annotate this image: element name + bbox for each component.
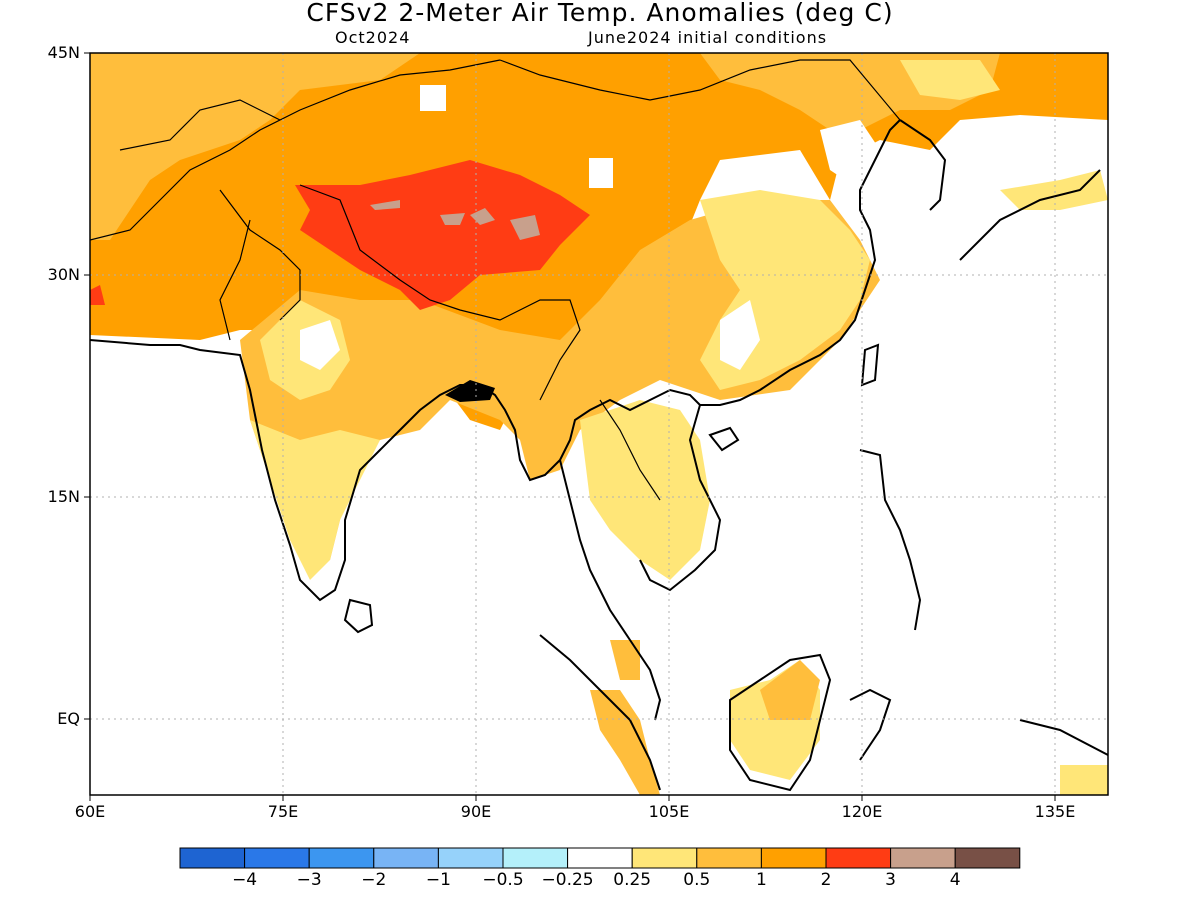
coastlines [90, 119, 1108, 792]
coastline-japan [959, 169, 1101, 261]
anomaly-region-hot [295, 160, 590, 310]
colorbar-label: 0.25 [613, 870, 652, 890]
anomaly-gap-china [720, 300, 760, 370]
colorbar-swatch [244, 847, 310, 869]
colorbar-swatch [437, 847, 504, 869]
colorbar-label: −4 [232, 870, 258, 890]
colorbar-swatch [696, 847, 762, 869]
anomaly-region-light-japan [1000, 170, 1108, 210]
coastline-borneo [729, 653, 832, 792]
coastline-taiwan [860, 343, 880, 387]
coastline-sulawesi [849, 688, 892, 761]
border-line [219, 189, 301, 321]
axis-ticks [84, 52, 1056, 801]
lat-label-eq: EQ [57, 709, 80, 728]
anomaly-region-light-north [900, 60, 1000, 100]
anomaly-region-extreme-3 [440, 213, 465, 225]
colorbar-label: −3 [296, 870, 322, 890]
coastline-new-guinea [1019, 719, 1108, 756]
anomaly-gap-india [300, 320, 340, 370]
colorbar-label: 0.5 [683, 870, 711, 890]
lon-label-135e: 135E [1034, 802, 1076, 821]
anomaly-gap-1 [420, 85, 446, 111]
init-conditions-label: June2024 initial conditions [588, 28, 828, 47]
anomaly-gap-korea [820, 120, 880, 190]
colorbar-swatch [760, 847, 827, 869]
colorbar-swatch [825, 847, 892, 869]
colorbar-label: −2 [361, 870, 387, 890]
colorbar-label: 3 [885, 870, 896, 890]
colorbar-swatch [179, 847, 246, 869]
anomaly-gap-2 [589, 158, 613, 188]
map-frame [89, 52, 1109, 796]
border-line [119, 99, 281, 151]
coastline-vietnam [639, 404, 722, 592]
coastline-malay [559, 459, 662, 721]
lon-label-120e: 120E [841, 802, 883, 821]
anomaly-region-extreme-2 [470, 208, 495, 225]
coastline-sri-lanka [343, 598, 374, 634]
colorbar-label: 1 [755, 870, 767, 890]
valid-month-label: Oct2024 [335, 28, 411, 47]
border-line [90, 59, 501, 241]
colorbar-label: 4 [949, 870, 961, 890]
coastline-philippines [859, 449, 922, 631]
lon-label-60e: 60E [74, 802, 106, 821]
colorbar-label: 2 [820, 870, 832, 890]
anomaly-region-extreme-4 [370, 200, 400, 210]
coastline-korea [899, 119, 947, 211]
lat-label-15n: 15N [47, 487, 80, 506]
lon-label-105e: 105E [648, 802, 690, 821]
border-line [599, 399, 661, 501]
border-line [219, 219, 251, 341]
colorbar-swatch [567, 847, 633, 869]
colorbar-label: −0.25 [541, 870, 594, 890]
anomaly-region-medium-2 [240, 200, 880, 560]
borders [90, 59, 901, 501]
coastline-hainan [708, 426, 740, 452]
colorbar-swatch [502, 847, 569, 869]
anomaly-region-light-indochina [580, 400, 710, 580]
colorbar-swatch [890, 847, 956, 869]
border-line [499, 59, 901, 121]
anomaly-region-extreme-1 [510, 215, 540, 240]
coastline-india [90, 119, 901, 602]
colorbar-swatch [308, 847, 375, 869]
colorbar-label: −1 [425, 870, 451, 890]
coastline-sumatra [539, 634, 661, 791]
anomaly-region-hot-2 [90, 285, 105, 305]
lat-label-30n: 30N [47, 265, 80, 284]
colorbar-swatch [954, 847, 1021, 869]
anomaly-region-medium-borneo [760, 660, 820, 720]
anomaly-region-light-se [1060, 765, 1108, 795]
lon-label-75e: 75E [267, 802, 299, 821]
lon-label-90e: 90E [460, 802, 492, 821]
anomaly-fields [90, 53, 1108, 795]
anomaly-region-medium-malaya [610, 640, 640, 680]
lat-label-45n: 45N [47, 43, 80, 62]
ganges-delta [445, 380, 495, 402]
anomaly-region-medium [90, 53, 420, 240]
anomaly-region-light-peninsula [250, 420, 380, 580]
map-title: CFSv2 2-Meter Air Temp. Anomalies (deg C… [306, 0, 894, 27]
anomaly-region-medium-sumatra [590, 690, 660, 795]
colorbar-swatch [631, 847, 698, 869]
colorbar-label: −0.5 [482, 870, 524, 890]
gridlines [90, 53, 1108, 795]
border-line [299, 184, 581, 401]
colorbar-swatch [373, 847, 439, 869]
